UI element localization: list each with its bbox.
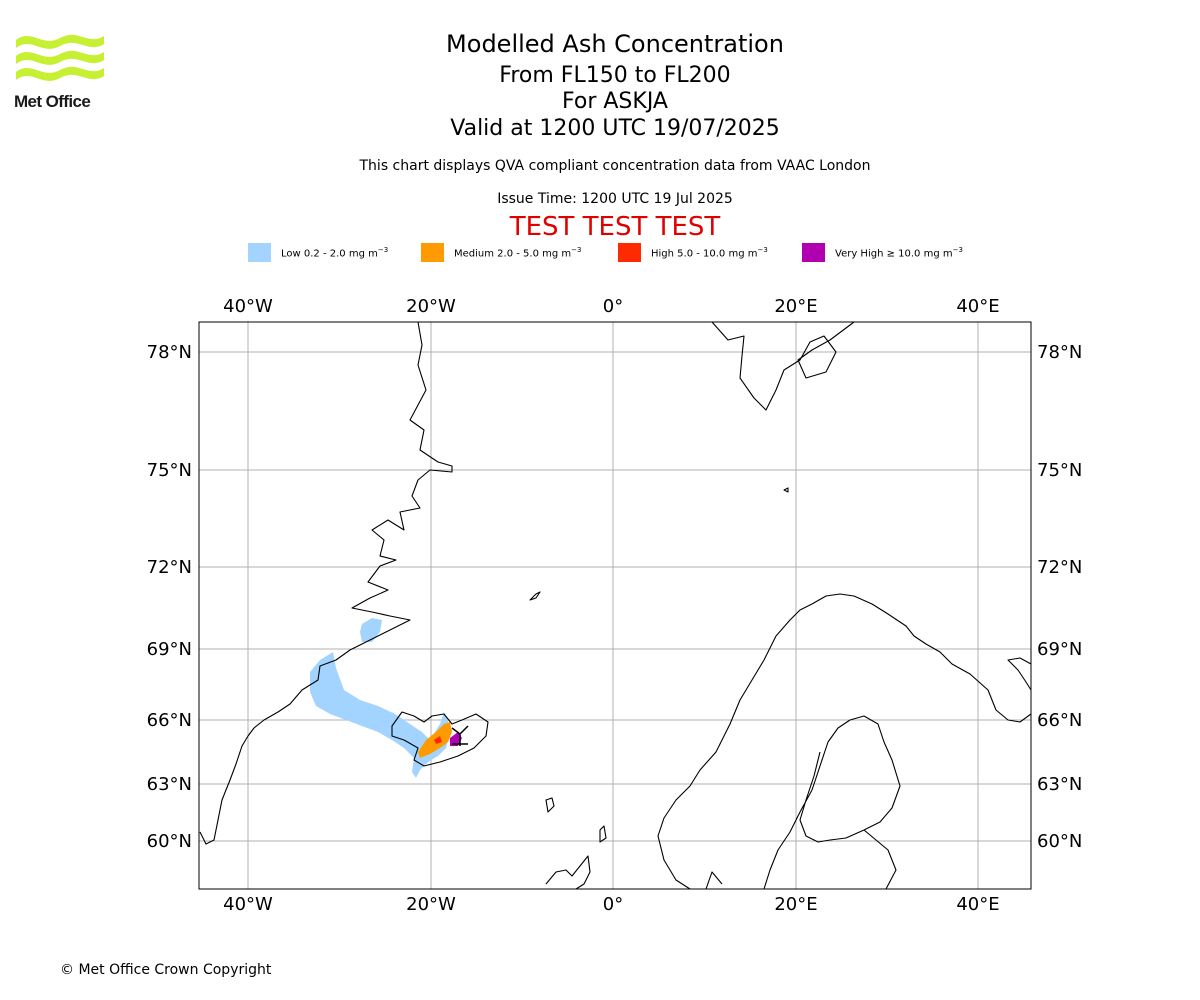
description-text: This chart displays QVA compliant concen… xyxy=(359,158,871,174)
lat-label-left-75n: 75°N xyxy=(147,460,192,481)
lat-label-left-66n: 66°N xyxy=(147,710,192,731)
lat-label-left-63n: 63°N xyxy=(147,774,192,795)
map-gridlines xyxy=(199,322,1031,889)
coastline-bear-island xyxy=(783,487,789,493)
legend-label-low: Low 0.2 - 2.0 mg m−3 xyxy=(281,245,389,260)
legend-label-high: High 5.0 - 10.0 mg m−3 xyxy=(651,245,768,260)
lon-label-top-40e: 40°E xyxy=(956,296,999,317)
coastline-scotland xyxy=(545,855,591,890)
map-frame xyxy=(198,321,1032,890)
coastline-sweden-finland xyxy=(763,715,901,890)
met-office-logo xyxy=(16,34,104,81)
legend-item-high: High 5.0 - 10.0 mg m−3 xyxy=(618,243,768,262)
lon-label-bottom-40w: 40°W xyxy=(223,894,273,915)
lat-label-right-63n: 63°N xyxy=(1037,774,1082,795)
legend-swatch-very-high xyxy=(802,243,825,262)
coastline-gulf-bothnia xyxy=(863,829,897,890)
test-banner: TEST TEST TEST xyxy=(509,212,721,242)
lon-label-bottom-0: 0° xyxy=(603,894,623,915)
ash-low-patch-greenland xyxy=(360,618,382,642)
lon-label-top-40w: 40°W xyxy=(223,296,273,317)
copyright-text: © Met Office Crown Copyright xyxy=(60,962,272,978)
coastline-shetland xyxy=(599,825,607,843)
lat-label-right-72n: 72°N xyxy=(1037,557,1082,578)
flight-level-range: From FL150 to FL200 xyxy=(499,63,731,88)
legend-item-very-high: Very High ≥ 10.0 mg m−3 xyxy=(802,243,963,262)
lat-label-right-75n: 75°N xyxy=(1037,460,1082,481)
coastline-greenland-east xyxy=(199,321,453,845)
legend-label-medium: Medium 2.0 - 5.0 mg m−3 xyxy=(454,245,582,260)
lon-label-top-20w: 20°W xyxy=(406,296,456,317)
ash-very-high-region xyxy=(450,732,462,746)
issue-time: Issue Time: 1200 UTC 19 Jul 2025 xyxy=(497,191,733,207)
legend-item-medium: Medium 2.0 - 5.0 mg m−3 xyxy=(421,243,581,262)
logo-wave-2 xyxy=(16,50,104,65)
coastlines xyxy=(199,321,1032,890)
lon-label-bottom-40e: 40°E xyxy=(956,894,999,915)
lat-label-left-78n: 78°N xyxy=(147,342,192,363)
volcano-name: For ASKJA xyxy=(562,89,668,114)
legend-swatch-low xyxy=(248,243,271,262)
coastline-iceland xyxy=(391,711,489,767)
lat-label-right-66n: 66°N xyxy=(1037,710,1082,731)
coastline-faroe xyxy=(545,797,555,813)
lat-label-right-78n: 78°N xyxy=(1037,342,1082,363)
lat-label-left-69n: 69°N xyxy=(147,639,192,660)
lon-label-top-0: 0° xyxy=(603,296,623,317)
legend: Low 0.2 - 2.0 mg m−3 Medium 2.0 - 5.0 mg… xyxy=(0,243,1200,265)
logo-wave-1 xyxy=(16,34,104,49)
coastline-denmark xyxy=(705,871,723,890)
legend-item-low: Low 0.2 - 2.0 mg m−3 xyxy=(248,243,388,262)
legend-label-very-high: Very High ≥ 10.0 mg m−3 xyxy=(835,245,963,260)
chart-title: Modelled Ash Concentration xyxy=(446,30,784,58)
legend-swatch-high xyxy=(618,243,641,262)
lat-label-left-72n: 72°N xyxy=(147,557,192,578)
volcano-marker xyxy=(451,725,469,746)
lat-label-left-60n: 60°N xyxy=(147,831,192,852)
lon-label-top-20e: 20°E xyxy=(774,296,817,317)
volcano-marker-icon xyxy=(451,725,469,746)
lon-label-bottom-20e: 20°E xyxy=(774,894,817,915)
legend-swatch-medium xyxy=(421,243,444,262)
coastline-norway xyxy=(657,593,1032,890)
valid-time: Valid at 1200 UTC 19/07/2025 xyxy=(450,116,780,141)
coastline-svalbard xyxy=(711,321,855,411)
coastline-jan-mayen xyxy=(529,591,541,601)
ash-low-plume xyxy=(310,652,450,778)
lat-label-right-60n: 60°N xyxy=(1037,831,1082,852)
lon-label-bottom-20w: 20°W xyxy=(406,894,456,915)
ash-high-region xyxy=(434,736,442,744)
logo-text: Met Office xyxy=(14,92,91,111)
logo-wave-3 xyxy=(16,66,104,81)
lat-label-right-69n: 69°N xyxy=(1037,639,1082,660)
coastline-kola xyxy=(1007,657,1032,691)
